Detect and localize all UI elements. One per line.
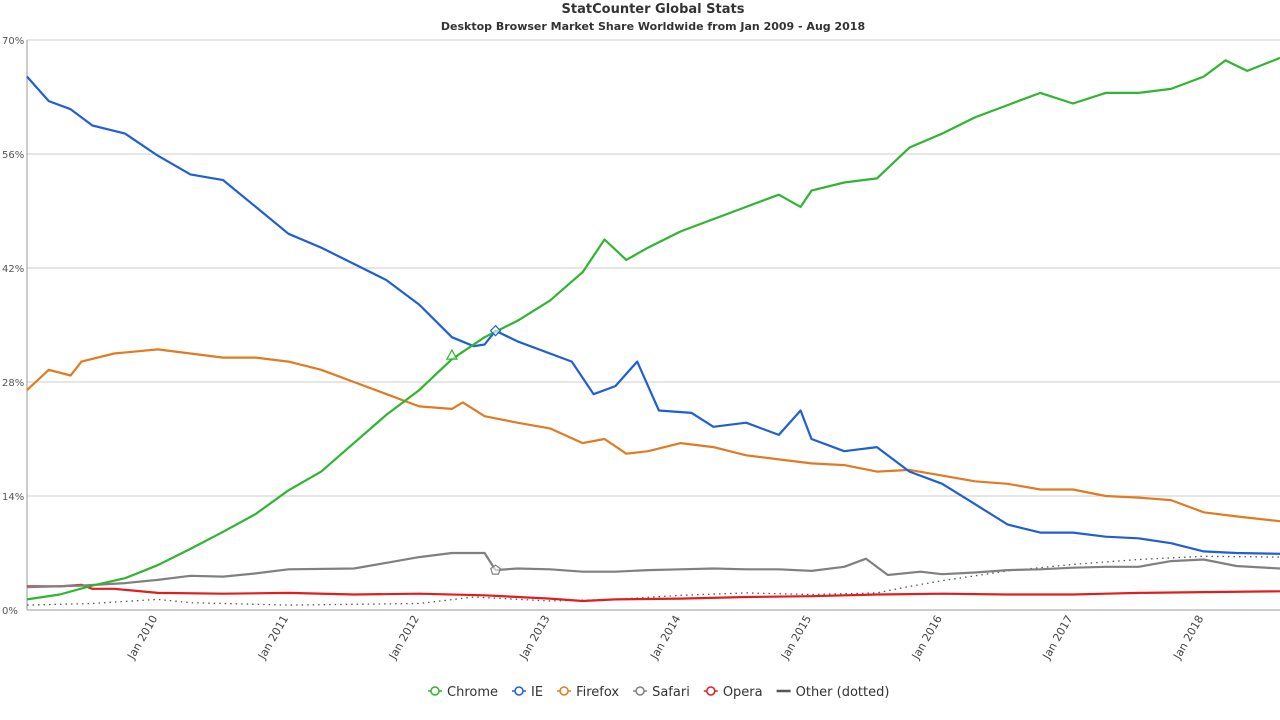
- series-lines: [26, 56, 1280, 606]
- x-tick-label: Jan 2018: [1170, 613, 1206, 662]
- y-tick-label: 70%: [2, 36, 24, 47]
- y-tick-label: 0%: [2, 606, 18, 617]
- legend-marker: [514, 686, 524, 696]
- x-tick-label: Jan 2017: [1040, 613, 1076, 662]
- series-line-ie: [26, 75, 1280, 555]
- legend-label: Safari: [652, 685, 690, 700]
- y-tick-label: 14%: [2, 492, 24, 503]
- triangle-marker: [445, 348, 458, 360]
- legend-item: IE: [512, 685, 543, 700]
- x-tick-label: Jan 2013: [517, 613, 553, 662]
- diamond-marker: [489, 324, 502, 337]
- y-axis-ticks: 0% 14% 28% 42% 56% 70%: [2, 36, 24, 617]
- y-tick-label: 42%: [2, 264, 24, 275]
- legend-marker: [430, 686, 440, 696]
- y-tick-label: 56%: [2, 150, 24, 161]
- legend: Chrome IE Firefox Safari Opera Other (dotted): [428, 685, 889, 700]
- legend-marker: [635, 686, 645, 696]
- legend-item: Chrome: [428, 685, 498, 700]
- legend-label: Chrome: [447, 685, 498, 700]
- grid-lines: [26, 39, 1280, 611]
- x-axis-ticks: Jan 2010 Jan 2011 Jan 2012 Jan 2013 Jan 2014…: [124, 613, 1206, 662]
- series-line-safari: [26, 551, 1280, 589]
- legend-item: Opera: [703, 685, 763, 700]
- series-line-opera: [27, 583, 1280, 603]
- series-markers: [445, 324, 502, 575]
- legend-label: Firefox: [576, 685, 619, 700]
- chart-subtitle: Desktop Browser Market Share Worldwide f…: [441, 20, 865, 33]
- x-tick-label: Jan 2014: [647, 613, 683, 662]
- legend-label: Opera: [723, 685, 763, 700]
- legend-marker: [706, 686, 716, 696]
- x-tick-label: Jan 2011: [255, 613, 291, 662]
- legend-marker: [559, 686, 569, 696]
- legend-item: Other (dotted): [776, 685, 890, 700]
- pentagon-marker: [490, 564, 502, 575]
- series-line-chrome: [26, 56, 1280, 601]
- legend-label: Other (dotted): [796, 685, 890, 700]
- x-tick-label: Jan 2010: [124, 613, 160, 662]
- chart-title: StatCounter Global Stats: [562, 2, 745, 17]
- x-tick-label: Jan 2016: [909, 613, 945, 662]
- series-line-firefox: [26, 348, 1280, 523]
- x-tick-label: Jan 2012: [386, 613, 422, 662]
- legend-label: IE: [531, 685, 543, 700]
- x-tick-label: Jan 2015: [778, 613, 814, 662]
- legend-item: Firefox: [557, 685, 619, 700]
- series-line-other-dotted: [26, 555, 1280, 606]
- y-tick-label: 28%: [2, 378, 24, 389]
- legend-item: Safari: [633, 685, 690, 700]
